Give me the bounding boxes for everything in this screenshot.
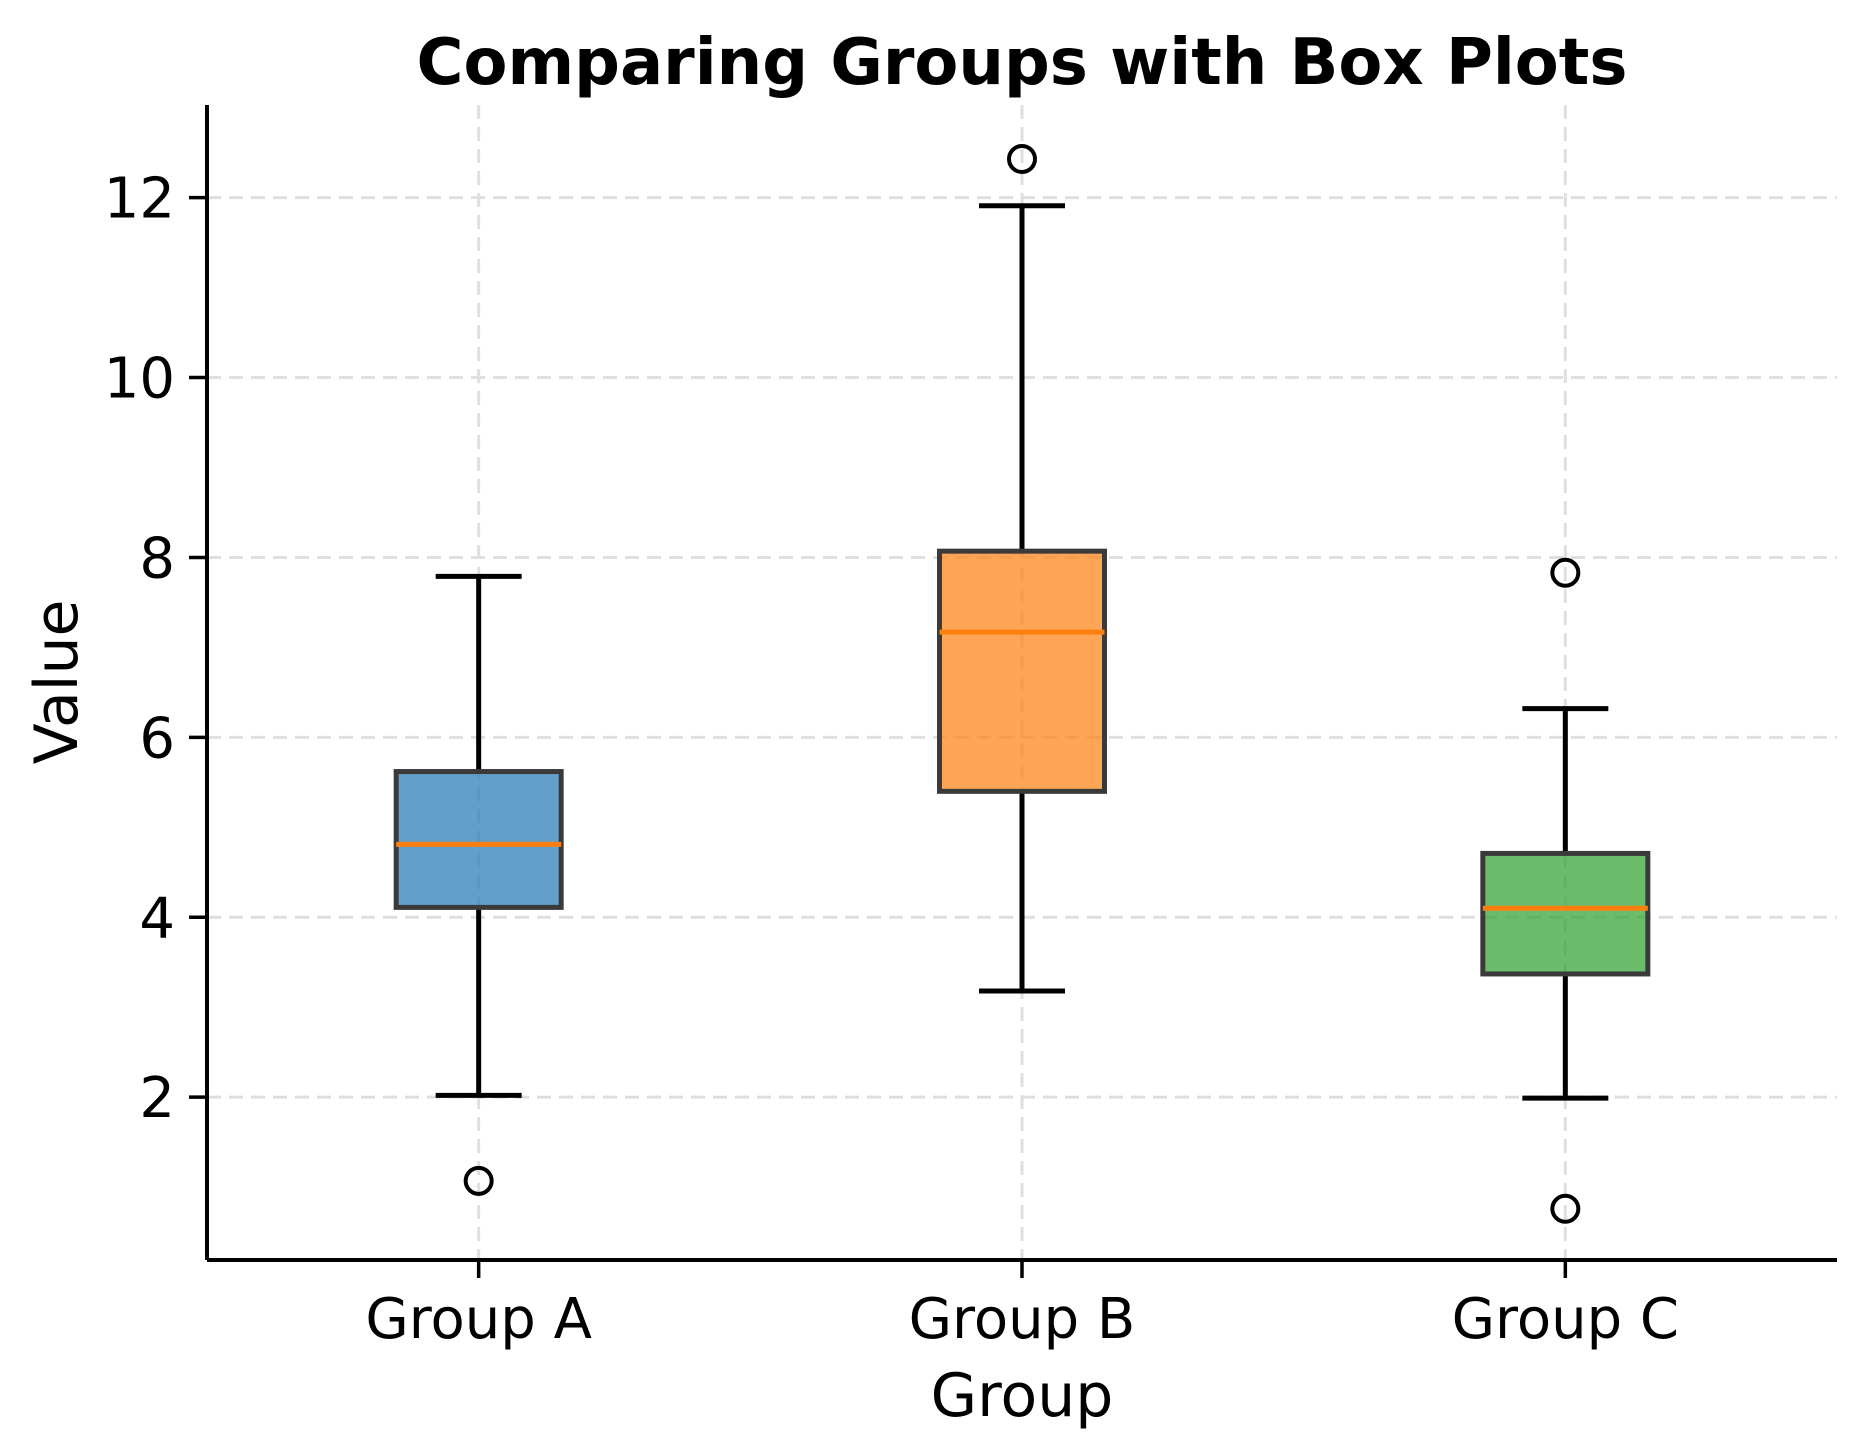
box-group-a [393, 769, 564, 910]
outlier-group-c-1 [1550, 1193, 1581, 1224]
y-tick-label-12: 12 [104, 167, 175, 232]
x-tick-label-group-a: Group A [365, 1287, 592, 1352]
y-tick-label-8: 8 [139, 526, 175, 591]
outlier-group-b-0 [1007, 143, 1037, 174]
outlier-group-a-0 [463, 1165, 494, 1196]
y-tick-label-6: 6 [139, 706, 175, 771]
x-tick-label-group-b: Group B [909, 1287, 1136, 1352]
x-axis-label: Group [931, 1361, 1114, 1431]
outlier-group-c-0 [1550, 557, 1581, 588]
y-axis-label: Value [22, 600, 92, 765]
y-tick-label-10: 10 [104, 347, 175, 412]
box-group-b [937, 548, 1107, 794]
box-group-c [1480, 850, 1651, 977]
box-marks [393, 143, 1651, 1224]
axes: 2 4 6 8 10 12 Group A Group B Group C [104, 105, 1837, 1352]
y-tick-label-2: 2 [139, 1066, 175, 1131]
chart-title: Comparing Groups with Box Plots [417, 26, 1628, 100]
x-tick-label-group-c: Group C [1452, 1287, 1679, 1352]
y-tick-label-4: 4 [139, 886, 175, 951]
